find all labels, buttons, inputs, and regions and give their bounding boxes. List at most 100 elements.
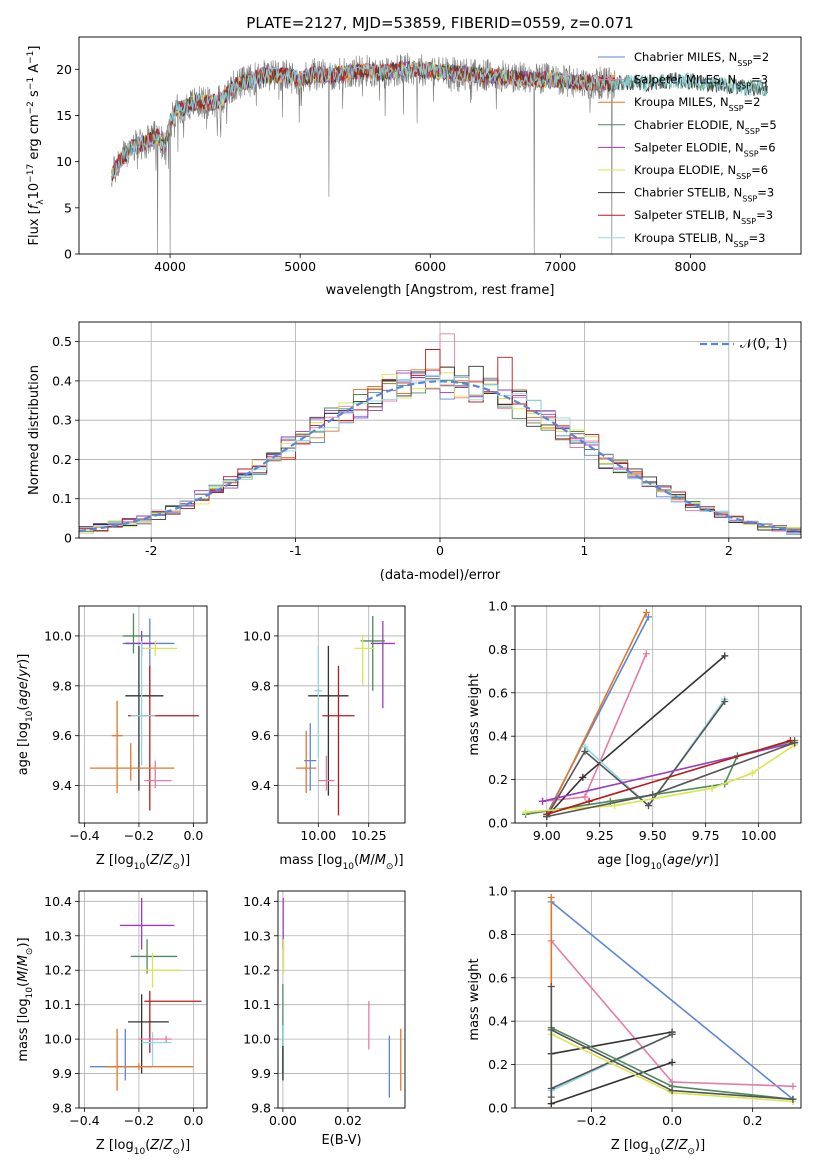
x-tick-label: 1 (580, 543, 588, 558)
errorbar-point (111, 700, 123, 794)
errorbar-point (304, 723, 317, 791)
legend-text: Salpeter ELODIE, N (634, 140, 744, 154)
series-marker (786, 737, 794, 745)
errorbar-point (308, 645, 349, 796)
series-marker (708, 784, 716, 792)
axes-massweight-vs-Z: −0.2 0.0 0.20.00.20.40.60.81.0Z [log10(Z/Z… (467, 884, 802, 1157)
errorbar-point (119, 897, 175, 950)
series-marker (585, 797, 593, 805)
x-tick-label: 10.00 (741, 828, 777, 843)
y-axis-label: mass weight (467, 673, 482, 755)
legend-suffix: =2 (752, 50, 769, 64)
legend-entry: Salpeter ELODIE, NSSP=6 (634, 140, 776, 158)
y-tick-label: 10.2 (243, 963, 271, 978)
label-part: λ (36, 199, 46, 205)
legend-sub: SSP (742, 194, 757, 203)
errorbar-point (296, 730, 317, 794)
label-part: Z (664, 1138, 675, 1153)
errorbar-point (125, 645, 164, 791)
label-part: ⊙ (172, 862, 180, 872)
label-part: ( (145, 1138, 150, 1153)
y-tick-label: 10.4 (243, 894, 271, 909)
y-tick-label: 0.2 (52, 452, 72, 467)
y-tick-label: 9.8 (52, 678, 72, 693)
axes-massweight-vs-age: 9.00 9.25 9.50 9.75 10.00 0.0 0.2 0.4 0.6 0.8 1.0 a… (467, 599, 802, 872)
y-tick-label: 9.8 (52, 1101, 72, 1116)
series-line (546, 701, 726, 817)
y-tick-label: 9.8 (251, 1101, 271, 1116)
label-part: M (375, 853, 386, 868)
label-part: A (27, 64, 42, 77)
label-part: ⊙ (25, 948, 35, 956)
series-line (546, 612, 648, 817)
axes-mass-vs-EBV: 0.00 0.02 9.8 9.9 10.0 10.1 10.2 10.3 10.4 E(B-V) (243, 890, 406, 1148)
series-marker (668, 1058, 676, 1066)
series-marker (547, 982, 555, 990)
legend-entry: Salpeter STELIB, NSSP=3 (634, 208, 773, 226)
label-part: / (16, 966, 31, 971)
legend-text: Salpeter MILES, N (634, 73, 736, 87)
label-part: Z (149, 853, 160, 868)
x-tick-label: 7000 (544, 259, 576, 274)
label-part: age [log (597, 853, 650, 868)
y-tick-label: 10.0 (44, 628, 72, 643)
line-series (522, 741, 799, 816)
label-part: age [log (16, 722, 31, 775)
legend-sub: SSP (744, 149, 759, 158)
label-part: −17 (26, 164, 36, 183)
y-tick-label: 0.4 (52, 373, 72, 388)
plot-area (296, 615, 395, 816)
series-line (551, 1031, 673, 1055)
legend-suffix: =3 (756, 208, 773, 222)
axes-frame (277, 605, 406, 824)
series-marker (547, 1100, 555, 1108)
y-tick-label: 9.6 (52, 728, 72, 743)
label-part: 10 (134, 1147, 146, 1157)
label-part: ( (662, 853, 667, 868)
x-tick-label: 0.2 (743, 1113, 763, 1128)
line-series (539, 650, 650, 805)
x-axis-label: E(B-V) (321, 1133, 361, 1148)
series-marker (789, 1082, 797, 1090)
chart-title: PLATE=2127, MJD=53859, FIBERID=0559, z=0… (246, 14, 633, 32)
series-marker (748, 769, 756, 777)
label-part: / (370, 853, 375, 868)
y-tick-label: 9.9 (52, 1066, 72, 1081)
y-tick-label: 10.3 (243, 928, 271, 943)
legend-entry: 𝒩(0, 1) (740, 337, 787, 352)
y-axis-label: Normed distribution (27, 365, 42, 495)
errorbar-point (128, 994, 169, 1074)
x-tick-label: 0 (436, 543, 444, 558)
legend-text: Kroupa ELODIE, N (634, 163, 736, 177)
plot-area (282, 897, 402, 1098)
legend-entry: Salpeter MILES, NSSP=3 (634, 73, 768, 91)
x-tick-label: -2 (145, 543, 157, 558)
y-tick-label: 0.8 (488, 642, 508, 657)
x-tick-label: 9.75 (692, 828, 720, 843)
label-part: age (16, 681, 31, 705)
y-tick-label: 0.6 (488, 970, 508, 985)
series-marker (789, 1095, 797, 1103)
series-marker (581, 747, 589, 755)
axes-frame (78, 605, 208, 824)
errorbar-point (89, 1028, 153, 1081)
series-marker (642, 650, 650, 658)
legend-sub: SSP (737, 59, 752, 68)
y-tick-label: 10.1 (243, 997, 271, 1012)
normal-curve (79, 380, 801, 533)
legend-suffix: =2 (744, 95, 761, 109)
y-tick-label: 10.2 (44, 963, 72, 978)
label-part: 10 (650, 862, 662, 872)
label-part: yr (695, 853, 711, 868)
x-tick-label: −0.4 (69, 1113, 99, 1128)
line-series (547, 982, 555, 1101)
series-marker (581, 793, 589, 801)
series-marker (721, 652, 729, 660)
axes-frame (78, 890, 208, 1109)
label-part: )] (16, 654, 31, 664)
model-spectrum (111, 62, 616, 181)
y-axis-label: age [log10(age/yr)] (16, 654, 35, 776)
label-part: ( (354, 853, 359, 868)
